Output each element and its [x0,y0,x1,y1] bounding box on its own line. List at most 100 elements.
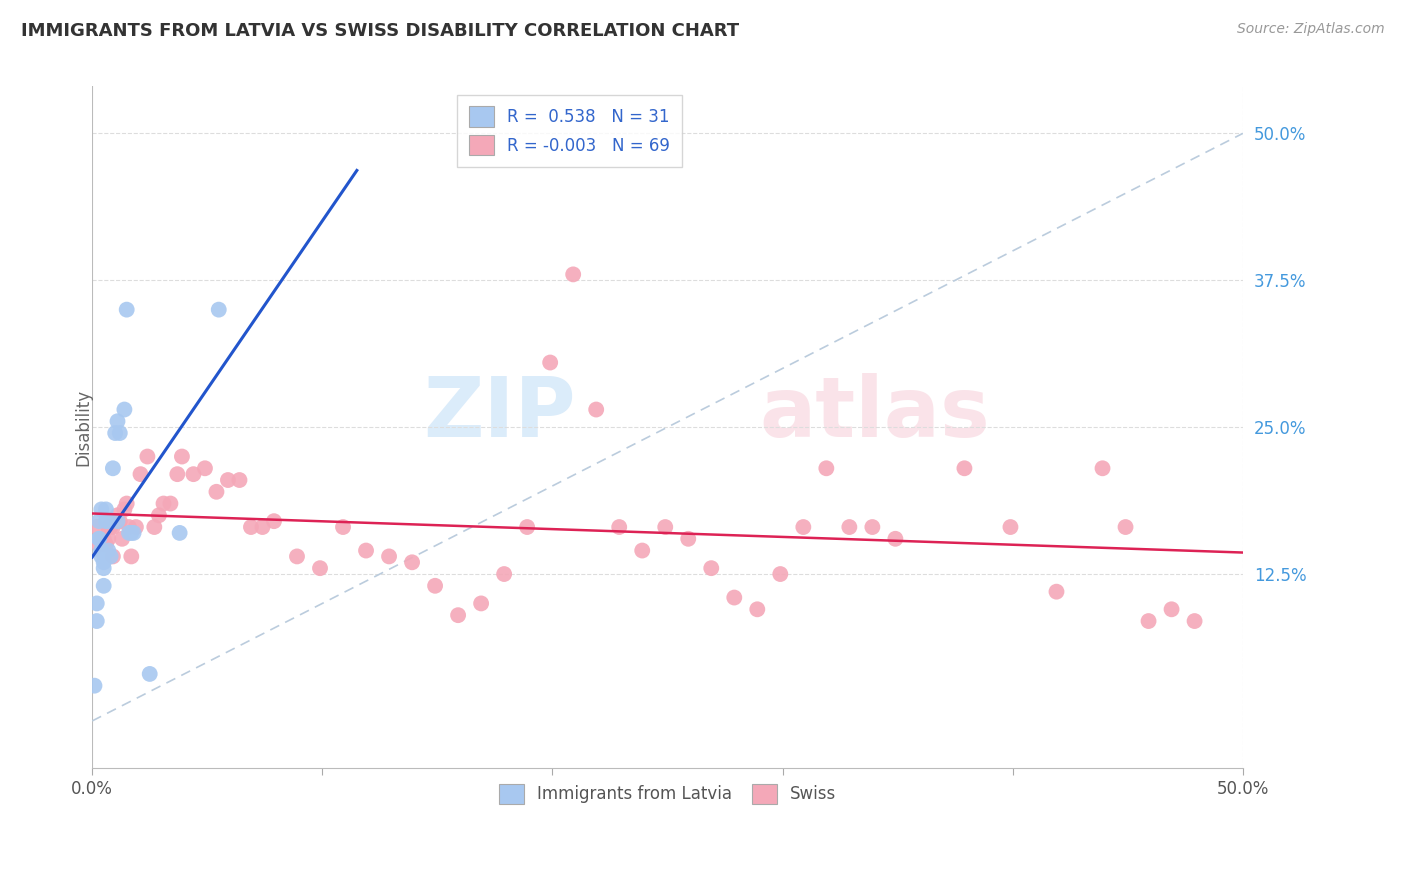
Point [143,520,166,534]
Point [1160,602,1182,616]
Y-axis label: Disability: Disability [75,389,93,466]
Point [953,461,976,475]
Point [83,679,105,693]
Point [115,302,138,317]
Point [217,473,239,487]
Point [309,561,332,575]
Point [90,502,112,516]
Point [654,520,676,534]
Point [86,596,108,610]
Point [86,614,108,628]
Point [118,520,141,534]
Point [263,514,285,528]
Point [90,543,112,558]
Point [285,549,308,564]
Point [152,497,174,511]
Point [90,543,112,558]
Point [607,520,630,534]
Point [136,450,159,464]
Text: Source: ZipAtlas.com: Source: ZipAtlas.com [1237,22,1385,37]
Point [354,543,377,558]
Point [100,520,122,534]
Point [700,561,723,575]
Point [86,520,108,534]
Point [723,591,745,605]
Point [129,467,152,482]
Point [860,520,883,534]
Point [97,543,120,558]
Text: ZIP: ZIP [423,373,575,454]
Point [120,549,142,564]
Point [107,414,129,428]
Point [494,567,516,582]
Point [170,450,193,464]
Point [94,514,117,528]
Point [884,532,907,546]
Point [228,473,250,487]
Point [585,402,607,417]
Point [97,520,120,534]
Point [792,520,814,534]
Point [87,514,110,528]
Point [447,608,470,623]
Point [240,520,263,534]
Point [516,520,538,534]
Point [838,520,860,534]
Point [104,425,127,440]
Point [148,508,170,523]
Legend: Immigrants from Latvia, Swiss: Immigrants from Latvia, Swiss [488,773,846,814]
Point [423,579,446,593]
Point [815,461,838,475]
Point [1115,520,1137,534]
Point [93,532,115,546]
Text: atlas: atlas [759,373,990,454]
Point [107,508,129,523]
Point [252,520,274,534]
Point [166,467,188,482]
Point [1184,614,1206,628]
Point [107,514,129,528]
Point [1137,614,1160,628]
Point [1045,584,1067,599]
Point [93,555,115,569]
Point [194,461,217,475]
Point [97,532,120,546]
Point [159,497,181,511]
Point [90,532,112,546]
Point [93,579,115,593]
Point [118,525,141,540]
Point [108,514,131,528]
Point [115,497,138,511]
Point [678,532,700,546]
Point [378,549,401,564]
Point [94,538,117,552]
Point [470,596,492,610]
Point [87,532,110,546]
Point [93,561,115,575]
Point [112,502,135,516]
Point [1000,520,1022,534]
Point [122,525,145,540]
Point [101,520,124,534]
Point [208,302,231,317]
Point [125,520,148,534]
Point [562,268,585,282]
Point [631,543,654,558]
Point [183,467,205,482]
Point [101,549,124,564]
Point [108,425,131,440]
Point [205,484,228,499]
Point [111,532,134,546]
Point [101,461,124,475]
Point [100,549,122,564]
Text: IMMIGRANTS FROM LATVIA VS SWISS DISABILITY CORRELATION CHART: IMMIGRANTS FROM LATVIA VS SWISS DISABILI… [21,22,740,40]
Point [401,555,423,569]
Point [332,520,354,534]
Point [169,525,191,540]
Point [747,602,769,616]
Point [120,525,142,540]
Point [769,567,792,582]
Point [1091,461,1114,475]
Point [138,667,160,681]
Point [94,502,117,516]
